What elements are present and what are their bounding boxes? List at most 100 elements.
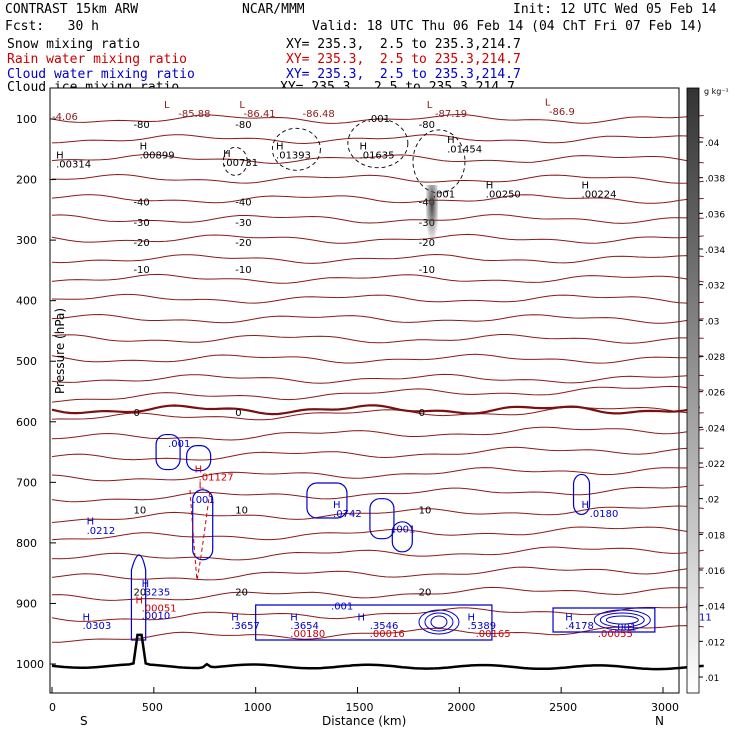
contour-annotation: -86.48: [303, 109, 335, 120]
y-tick-label: 700: [16, 476, 37, 489]
contour-annotation: .00250: [486, 190, 521, 201]
cloud-water-contour: [155, 433, 181, 471]
contour-annotation: .0303: [83, 621, 112, 632]
contour-annotation: H: [195, 465, 203, 476]
temperature-level-label: 10: [419, 506, 432, 517]
temperature-level-label: -30: [133, 218, 149, 229]
contour-annotation: L: [239, 100, 245, 111]
cloud-ice-contour: [412, 129, 466, 194]
contour-annotation: .00180: [290, 629, 325, 640]
contour-annotation: H: [83, 612, 91, 623]
valid-time: Valid: 18 UTC Thu 06 Feb 14 (04 ChT Fri …: [312, 19, 704, 34]
contour-annotation: .01635: [360, 150, 395, 161]
snow-maximum-shading: [426, 185, 438, 250]
temperature-contour: [51, 233, 704, 244]
south-label: S: [80, 714, 88, 728]
temperature-level-label: -10: [133, 265, 149, 276]
contour-annotation: .001: [193, 495, 215, 506]
contour-annotation: H: [142, 579, 150, 590]
contour-annotation: .00899: [140, 150, 175, 161]
contour-annotation: .00224: [582, 190, 617, 201]
field-rain-xy: XY= 235.3, 2.5 to 235.3,214.7: [286, 52, 521, 67]
contour-annotation: .111: [689, 612, 711, 623]
cloud-water-contour: [306, 482, 348, 519]
temperature-level-label: -10: [235, 265, 251, 276]
temperature-contour: [51, 566, 704, 581]
contour-annotation: -4.06: [52, 112, 78, 123]
contour-annotations: L-85.88L-86.41 -86.48L-87.19L-86.9-4.06H.…: [52, 98, 712, 640]
temperature-level-label: -80: [235, 120, 251, 131]
temperature-contour: [51, 253, 704, 264]
contour-annotation: H: [360, 141, 368, 152]
colorbar-unit: g kg⁻¹: [704, 87, 729, 96]
y-tick-label: 500: [16, 355, 37, 368]
temperature-contour: [51, 313, 704, 324]
temperature-contour: [51, 466, 704, 482]
contour-annotation: H: [582, 500, 590, 511]
contour-annotation: H: [290, 612, 298, 623]
temperature-contour: [51, 406, 704, 421]
center-title: NCAR/MMM: [242, 2, 305, 17]
temperature-level-label: -40: [133, 197, 149, 208]
colorbar-tick-label: .016: [705, 567, 725, 577]
terrain-line: [51, 633, 704, 671]
temperature-contour: [51, 484, 704, 503]
cloud-water-core: [418, 609, 460, 635]
cloud-water-contour: [186, 445, 212, 472]
temperature-contour: [51, 334, 704, 344]
field-snow-xy: XY= 235.3, 2.5 to 235.3,214.7: [286, 37, 521, 52]
cloud-water-core: [605, 615, 639, 625]
contour-annotation: .0212: [87, 526, 116, 537]
x-tick-label: 0: [49, 701, 56, 714]
temperature-contour: [51, 353, 704, 364]
forecast-hour: Fcst: 30 h: [5, 19, 99, 34]
temperature-level-label: -10: [419, 265, 435, 276]
colorbar-tick-label: .036: [705, 210, 725, 220]
temperature-level-label: -30: [235, 218, 251, 229]
colorbar-tick-label: .04: [705, 139, 720, 149]
temperature-level-label: 0: [235, 408, 241, 419]
contour-annotation: H: [276, 141, 284, 152]
contour-annotation: .5389: [467, 621, 496, 632]
y-tick-label: 400: [16, 295, 37, 308]
temperature-contour: [51, 173, 704, 184]
cloud-ice-contour: [347, 118, 409, 169]
contour-annotation: -87.19: [435, 109, 467, 120]
cloud-water-core: [593, 609, 651, 631]
model-title: CONTRAST 15km ARW: [5, 2, 139, 17]
x-tick-label: 500: [142, 701, 163, 714]
cloud-water-core: [599, 612, 645, 628]
temperature-contour: [51, 293, 704, 304]
cloud-water-core: [430, 615, 448, 629]
cloud-water-contour: [391, 521, 413, 553]
temperature-contour: [51, 194, 704, 204]
colorbar: [686, 87, 700, 694]
y-tick-label: 200: [16, 174, 37, 187]
cloud-water-contour: [192, 489, 214, 561]
temperature-level-label: 20: [235, 587, 248, 598]
field-rain-label: Rain water mixing ratio: [7, 52, 188, 67]
contour-annotation: .001: [614, 623, 636, 634]
contour-annotation: .01393: [276, 150, 311, 161]
contour-annotation: -85.88: [178, 109, 210, 120]
y-tick-label: 800: [16, 537, 37, 550]
contour-annotation: .001: [393, 525, 415, 536]
colorbar-tick-label: .032: [705, 282, 725, 292]
cloud-water-band: [552, 607, 656, 633]
temperature-contour: [51, 134, 704, 145]
contour-annotation: L: [199, 480, 205, 491]
rain-contour: [189, 489, 211, 581]
temperature-level-label: 0: [133, 408, 139, 419]
contour-annotation: H: [56, 150, 64, 161]
cloud-ice-contour: [271, 127, 321, 171]
contour-annotation: -86.41: [243, 109, 275, 120]
temperature-contour: [51, 526, 704, 541]
contour-annotation: .0742: [333, 509, 362, 520]
contour-annotation: H: [486, 181, 494, 192]
temperature-contour: [51, 505, 704, 523]
contour-annotation: H: [333, 500, 341, 511]
y-tick-label: 1000: [16, 658, 44, 671]
colorbar-tick-label: .02: [705, 496, 719, 506]
y-tick-label: 900: [16, 597, 37, 610]
colorbar-tick-label: .028: [705, 353, 725, 363]
